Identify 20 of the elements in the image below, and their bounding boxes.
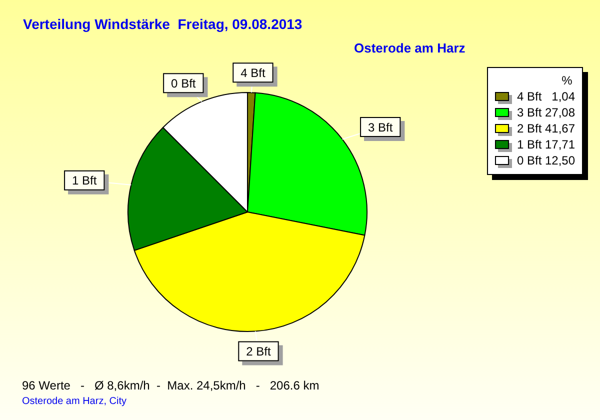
data-label: 17,71 [544, 137, 576, 152]
slice-label: 2 Bft [246, 344, 272, 359]
legend-label: 2 Bft [517, 121, 542, 136]
data-label: 1,04 [552, 89, 576, 104]
text: Osterode am Harz, City [22, 396, 126, 407]
legend-label: 1 Bft [517, 137, 542, 152]
data-label: 12,50 [544, 153, 576, 168]
chart-title: Verteilung Windstärke Freitag, 09.08.2013 [23, 16, 302, 32]
legend-label: 4 Bft [517, 89, 542, 104]
data-label: 41,67 [544, 121, 576, 136]
slice-label: 3 Bft [368, 120, 394, 134]
data-label: 27,08 [544, 105, 576, 120]
legend-label: 3 Bft [517, 105, 542, 120]
chart-subtitle: Osterode am Harz [354, 40, 466, 56]
slice-label: 4 Bft [240, 66, 266, 80]
text: 96 Werte - Ø 8,6km/h - Max. 24,5km/h - 206.6 km [22, 378, 320, 392]
legend-label: 0 Bft [517, 153, 542, 168]
slice-label: 0 Bft [171, 76, 196, 90]
slice-label: 1 Bft [72, 174, 98, 188]
legend-title: % [562, 73, 573, 88]
